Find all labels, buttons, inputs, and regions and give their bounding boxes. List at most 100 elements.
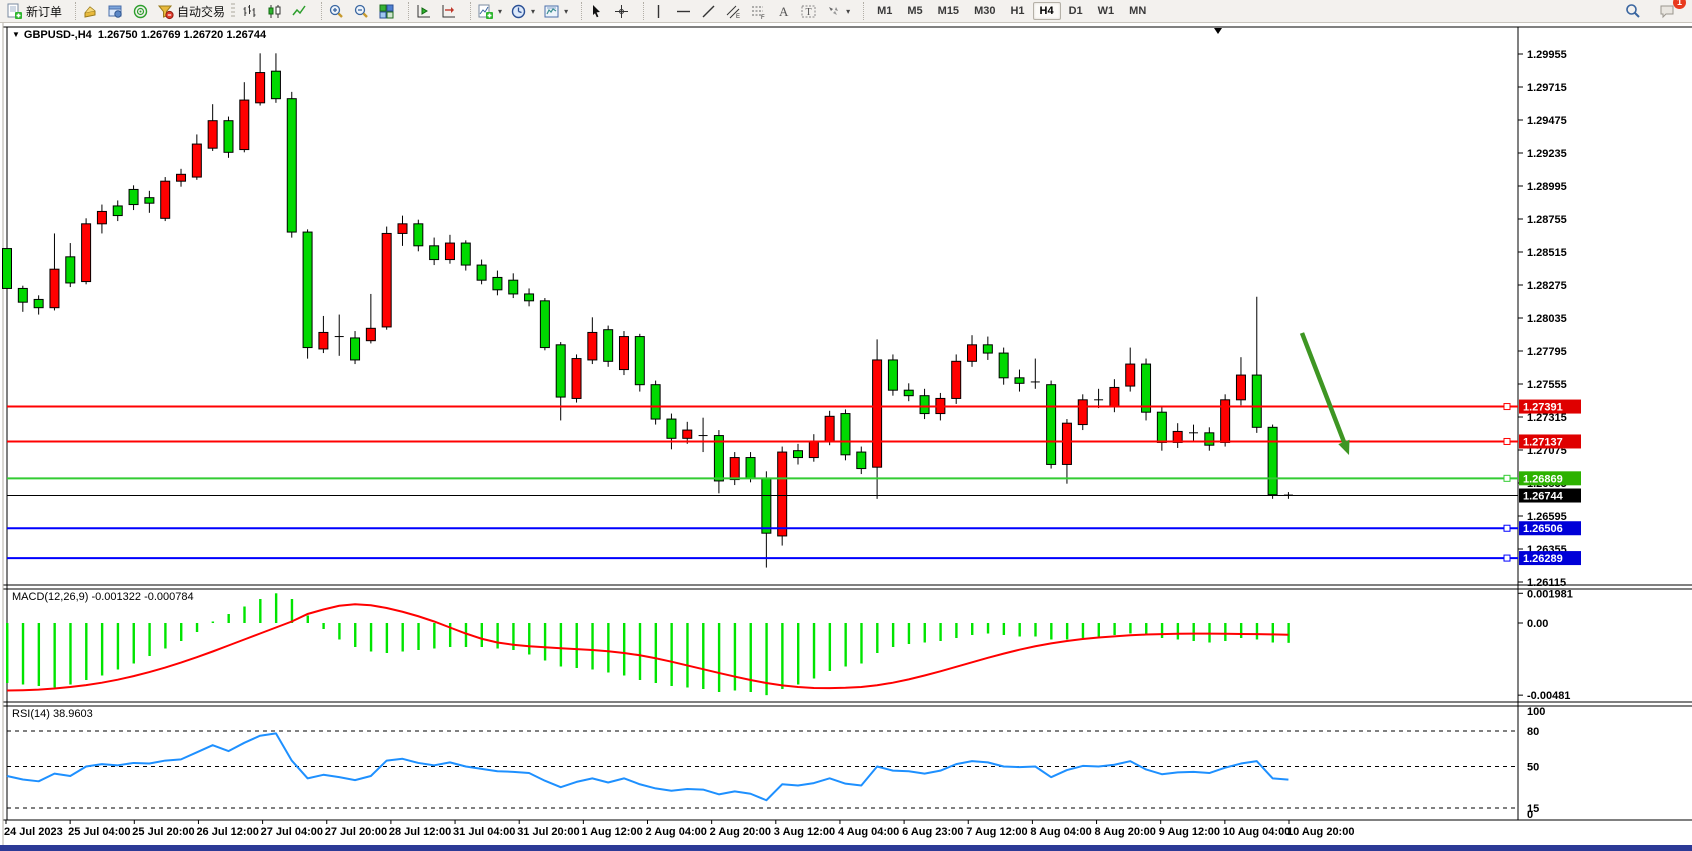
macd-bar (85, 623, 88, 680)
timeframe-button-m5[interactable]: M5 (907, 5, 923, 17)
trend-arrow-annotation[interactable] (1299, 332, 1347, 443)
candlestick-chart-icon (268, 4, 281, 18)
auto-scroll-button[interactable] (411, 0, 436, 22)
macd-bar (575, 623, 578, 668)
time-tick-label: 3 Aug 12:00 (774, 826, 835, 838)
timeframe-button-m30[interactable]: M30 (974, 5, 996, 17)
time-tick-label: 24 Jul 2023 (4, 826, 63, 838)
price-badge-label: 1.26289 (1523, 553, 1563, 565)
candlestick-chart-button[interactable] (262, 0, 287, 22)
zoom-out-icon (354, 4, 368, 18)
equidistant-channel-button[interactable]: E (721, 0, 746, 22)
time-tick-label: 27 Jul 20:00 (325, 826, 387, 838)
periods-icon (511, 4, 526, 18)
line-handle[interactable] (1503, 403, 1511, 411)
line-chart-button[interactable] (287, 0, 312, 22)
candle-bear (460, 242, 471, 266)
timeframe-button-w1[interactable]: W1 (1097, 5, 1115, 17)
trend-arrow-head[interactable] (1338, 439, 1350, 455)
time-tick-label: 10 Aug 04:00 (1223, 826, 1290, 838)
svg-text:F: F (761, 15, 765, 20)
market-watch-button[interactable] (78, 0, 103, 22)
macd-bar (812, 623, 816, 679)
line-handle[interactable] (1503, 554, 1511, 562)
macd-bar (1129, 623, 1132, 634)
time-tick-label: 31 Jul 04:00 (453, 826, 515, 838)
cursor-button[interactable] (584, 0, 609, 22)
data-window-icon (108, 5, 122, 18)
rsi-tick-label: 15 (1527, 803, 1539, 815)
toolbar-separator (856, 2, 865, 20)
timeframe-button-m15[interactable]: M15 (937, 5, 960, 17)
text-button[interactable]: A (771, 0, 796, 22)
time-tick-label: 25 Jul 04:00 (68, 826, 130, 838)
text-label-button[interactable]: T (796, 0, 821, 22)
timeframe-button-m1[interactable]: M1 (877, 5, 893, 17)
zoom-out-button[interactable] (349, 0, 374, 22)
chart-window[interactable]: 1.29955 1.29715 1.29475 1.29235 1.28995 1.287… (0, 23, 1692, 851)
tile-windows-button[interactable] (374, 0, 399, 22)
fibonacci-button[interactable]: F (746, 0, 771, 22)
new-order-button[interactable]: 新订单 (2, 0, 66, 22)
bar-chart-button[interactable] (237, 0, 262, 22)
candle-bear (666, 418, 677, 439)
periods-button[interactable]: ▾ (506, 0, 539, 22)
candle-bear (539, 300, 550, 349)
templates-icon (544, 5, 559, 17)
new-order-icon (7, 3, 22, 19)
chart-shift-marker[interactable] (1214, 28, 1222, 34)
toolbar-separator (636, 2, 645, 20)
vertical-line-button[interactable] (646, 0, 671, 22)
timeframe-button-d1[interactable]: D1 (1068, 5, 1083, 17)
macd-bar (195, 623, 199, 632)
timeframe-button-mn[interactable]: MN (1129, 5, 1147, 17)
macd-bar (448, 623, 452, 647)
rsi-tick-label: 50 (1527, 762, 1539, 774)
autotrading-button[interactable]: 自动交易 (153, 0, 229, 22)
vertical-line-icon (657, 4, 660, 18)
timeframe-button-h4[interactable]: H4 (1032, 2, 1061, 20)
chart-shift-button[interactable] (436, 0, 461, 22)
candle-bull (1077, 399, 1088, 426)
macd-bar (6, 623, 9, 683)
taskbar-edge (0, 845, 1692, 851)
macd-bar (322, 623, 325, 629)
data-window-button[interactable] (103, 0, 128, 22)
price-badge (1519, 434, 1581, 449)
templates-button[interactable]: ▾ (539, 0, 572, 22)
candle-bull (191, 143, 202, 178)
candle-bull (397, 223, 408, 234)
macd-bar (733, 623, 737, 691)
zoom-in-button[interactable] (324, 0, 349, 22)
time-tick-label: 8 Aug 04:00 (1030, 826, 1091, 838)
macd-bar (955, 623, 958, 638)
macd-histogram (6, 593, 1290, 696)
rsi-line (6, 732, 1289, 802)
horizontal-line-button[interactable] (671, 0, 696, 22)
chart-title: ▼ GBPUSD-,H4 1.26750 1.26769 1.26720 1.26… (12, 29, 266, 41)
notifications-button[interactable]: 1 (1654, 0, 1686, 22)
indicators-button[interactable]: ▾ (473, 0, 506, 22)
market-watch-icon (84, 5, 96, 18)
crosshair-button[interactable] (609, 0, 634, 22)
search-button[interactable] (1620, 0, 1646, 22)
macd-bar (1160, 623, 1164, 638)
price-tick-label: 1.26595 (1527, 511, 1567, 523)
navigator-button[interactable] (128, 0, 153, 22)
rsi-tick-label: 0 (1527, 809, 1533, 821)
trendline-button[interactable] (696, 0, 721, 22)
candle-bull (967, 344, 978, 362)
chart-canvas[interactable]: 1.29955 1.29715 1.29475 1.29235 1.28995 1.287… (0, 23, 1692, 851)
line-handle[interactable] (1503, 524, 1511, 532)
rsi-indicator-label: RSI(14) 38.9603 (12, 708, 93, 720)
macd-bar (1176, 623, 1180, 640)
arrows-button[interactable]: ▾ (821, 0, 854, 22)
line-handle[interactable] (1503, 437, 1511, 445)
macd-bar (433, 623, 436, 649)
macd-bar (480, 623, 483, 647)
timeframe-button-h1[interactable]: H1 (1010, 5, 1025, 17)
price-badge-label: 1.27137 (1523, 436, 1563, 448)
macd-bar (559, 623, 563, 667)
line-handle[interactable] (1503, 474, 1511, 482)
macd-bar (876, 623, 879, 653)
